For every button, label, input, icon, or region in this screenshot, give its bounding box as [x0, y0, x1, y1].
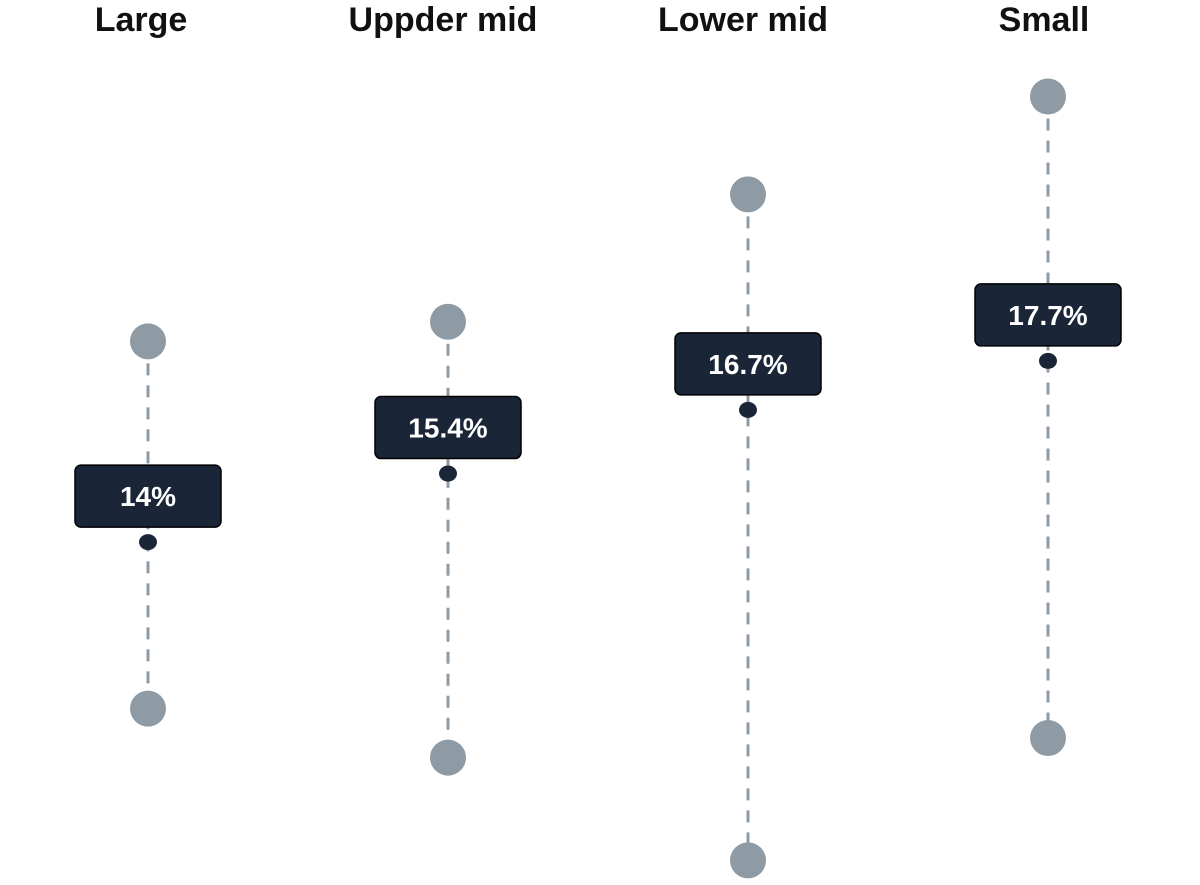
- range-high-marker: [130, 323, 166, 360]
- data-label: 14%: [120, 481, 176, 512]
- category-labels: Large Uppder mid Lower mid Small: [95, 1, 1090, 39]
- value-point: [1039, 352, 1057, 369]
- data-label: 16.7%: [708, 349, 787, 380]
- category-label: Lower mid: [658, 1, 828, 39]
- value-point: [739, 401, 757, 418]
- value-label-box: [74, 464, 222, 528]
- range-high-marker: [1030, 78, 1066, 115]
- range-high-marker: [730, 176, 766, 213]
- range-high-marker: [430, 303, 466, 340]
- range-low-marker: [130, 690, 166, 727]
- value-label-box: [374, 395, 522, 460]
- category-label: Uppder mid: [349, 1, 538, 39]
- value-point: [439, 465, 457, 482]
- range-low-marker: [1030, 719, 1066, 756]
- value-point: [139, 534, 157, 551]
- value-label-box: [974, 283, 1122, 347]
- data-label: 17.7%: [1008, 300, 1087, 331]
- chart-marks: 14% 15.4% 16.7% 17.7%: [74, 78, 1122, 879]
- value-label-box: [674, 332, 822, 396]
- range-low-marker: [730, 842, 766, 879]
- category-label: Small: [999, 1, 1090, 39]
- data-label: 15.4%: [408, 413, 487, 444]
- category-label: Large: [95, 1, 188, 39]
- range-low-marker: [430, 739, 466, 776]
